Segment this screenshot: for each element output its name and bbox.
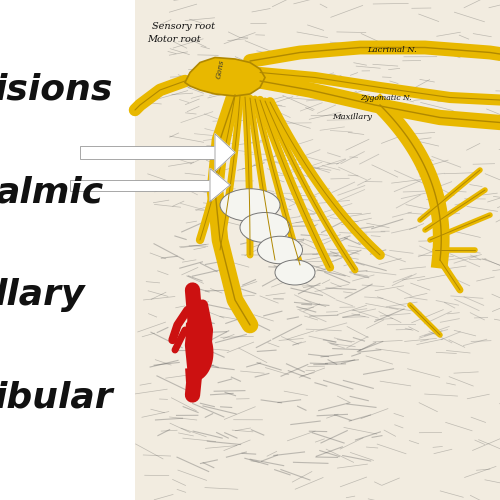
Polygon shape <box>210 168 230 202</box>
Text: isions: isions <box>0 73 114 107</box>
Ellipse shape <box>258 236 302 264</box>
Bar <box>135 0 500 500</box>
Text: almic: almic <box>0 176 103 210</box>
Bar <box>70 180 210 190</box>
Text: ibular: ibular <box>0 380 114 414</box>
Polygon shape <box>185 58 265 96</box>
Text: Gons: Gons <box>215 59 226 80</box>
Ellipse shape <box>220 188 280 221</box>
Text: Maxillary: Maxillary <box>332 113 372 121</box>
Polygon shape <box>215 134 235 171</box>
Text: Zygomatic N.: Zygomatic N. <box>360 94 412 102</box>
Text: Sensory root: Sensory root <box>152 22 216 31</box>
Ellipse shape <box>275 260 315 285</box>
Text: llary: llary <box>0 278 86 312</box>
Bar <box>80 146 215 159</box>
Ellipse shape <box>240 212 290 242</box>
Text: Lacrimal N.: Lacrimal N. <box>368 46 417 54</box>
Text: Motor root: Motor root <box>148 34 201 43</box>
